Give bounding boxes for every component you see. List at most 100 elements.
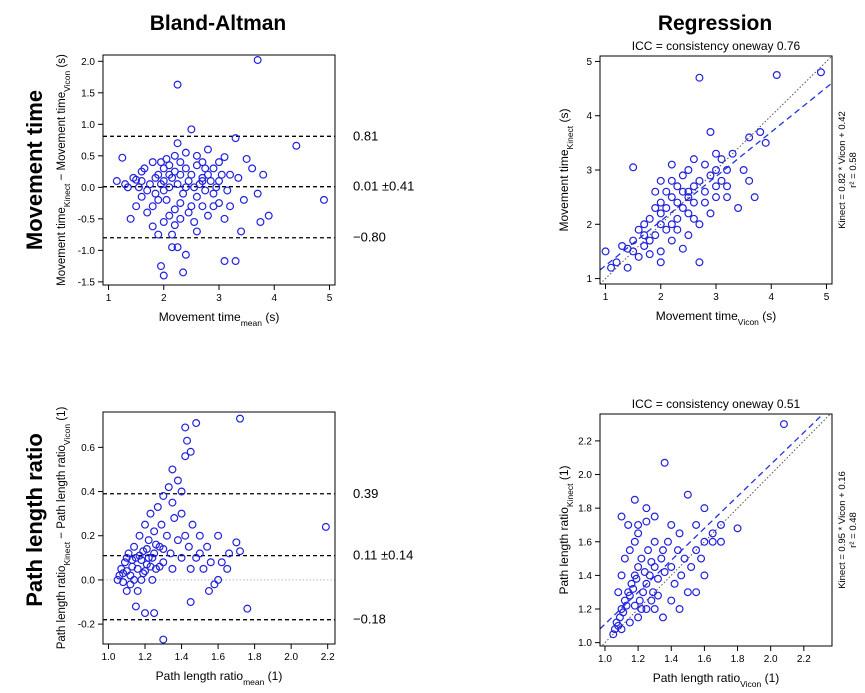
data-point	[657, 554, 666, 563]
x-tick-label: 1.0	[102, 652, 116, 663]
data-point	[750, 193, 759, 202]
data-point	[141, 609, 150, 618]
data-point	[184, 542, 193, 551]
data-point	[745, 176, 754, 185]
plot-frame	[102, 411, 336, 645]
data-point	[630, 601, 639, 610]
data-point	[650, 562, 659, 571]
data-point	[159, 164, 168, 173]
x-tick-label: 2.2	[797, 654, 811, 665]
data-point	[173, 243, 182, 252]
data-point	[779, 420, 788, 429]
data-point	[700, 160, 709, 169]
data-point	[673, 546, 682, 555]
y-tick-label: 2.0	[578, 470, 592, 481]
data-point	[634, 252, 643, 261]
panel-ba_plr: 0.39 0.11 ±0.14 −0.18 1.0 1.2 1.4 1.6 1.8 2.0 2.2…	[56, 407, 413, 687]
data-point	[144, 553, 153, 562]
data-point	[684, 193, 693, 202]
data-point	[673, 182, 682, 191]
data-point	[159, 558, 168, 567]
data-point	[206, 177, 215, 186]
data-point	[642, 517, 651, 526]
data-point	[684, 209, 693, 218]
data-point	[635, 596, 644, 605]
data-point	[640, 568, 649, 577]
row-title-movement-time: Movement time	[22, 90, 47, 250]
data-point	[692, 520, 701, 529]
plot-area	[103, 414, 335, 644]
data-point	[706, 128, 715, 137]
data-point	[141, 567, 150, 576]
data-point	[667, 160, 676, 169]
identity-line	[600, 414, 832, 646]
data-point	[601, 247, 610, 256]
data-point	[620, 554, 629, 563]
data-point	[670, 579, 679, 588]
data-point	[625, 546, 634, 555]
data-point	[217, 170, 226, 179]
x-tick-label: 5	[327, 293, 333, 304]
data-point	[203, 211, 212, 220]
y-tick-label: 0.0	[81, 183, 95, 194]
fit-r2: r² = 0.58	[848, 152, 859, 188]
data-point	[321, 522, 330, 531]
data-point	[159, 491, 168, 500]
data-point	[662, 225, 671, 234]
data-point	[220, 257, 229, 266]
data-point	[215, 177, 224, 186]
x-tick-label: 1.4	[175, 652, 189, 663]
data-point	[717, 176, 726, 185]
data-point	[145, 180, 154, 189]
data-point	[239, 195, 248, 204]
data-point	[739, 166, 748, 175]
data-point	[131, 602, 140, 611]
data-point	[656, 220, 665, 229]
data-point	[687, 562, 696, 571]
y-tick-label: 1.0	[81, 120, 95, 131]
data-point	[188, 520, 197, 529]
data-point	[684, 187, 693, 196]
data-point	[157, 262, 166, 271]
data-point	[642, 605, 651, 614]
data-point	[232, 538, 241, 547]
data-point	[700, 198, 709, 207]
data-point	[159, 186, 168, 195]
data-point	[215, 158, 224, 167]
x-axis-label: Path length ratioVicon (1)	[653, 671, 780, 689]
data-point	[236, 547, 245, 556]
data-point	[634, 520, 643, 529]
data-point	[170, 151, 179, 160]
data-point	[629, 584, 638, 593]
data-point	[651, 204, 660, 213]
data-point	[173, 180, 182, 189]
x-tick-label: 2	[658, 292, 664, 303]
data-point	[243, 604, 252, 613]
y-tick-label: -1.0	[78, 246, 96, 257]
data-point	[634, 562, 643, 571]
data-point	[201, 186, 210, 195]
data-point	[253, 56, 262, 65]
data-point	[627, 579, 636, 588]
panel-reg_mt: ICC = consistency oneway 0.76 1 2 3 4 5 1 2 3 4 5 M…	[557, 39, 859, 327]
data-point	[711, 193, 720, 202]
x-axis-label: Path length ratiomean (1)	[156, 669, 283, 687]
plot-frame	[102, 54, 336, 286]
data-point	[649, 588, 658, 597]
data-point	[677, 571, 686, 580]
data-point	[683, 588, 692, 597]
data-point	[195, 531, 204, 540]
data-point	[656, 247, 665, 256]
data-point	[656, 258, 665, 267]
data-point	[168, 465, 177, 474]
data-point	[173, 80, 182, 89]
data-point	[645, 250, 654, 259]
data-point	[133, 564, 142, 573]
data-point	[711, 149, 720, 158]
y-axis-label: Movement timeKinect − Movement timeVicon…	[56, 54, 72, 286]
data-point	[226, 202, 235, 211]
x-tick-label: 2.0	[764, 654, 778, 665]
data-point	[118, 153, 127, 162]
data-point	[231, 134, 240, 143]
data-point	[198, 158, 207, 167]
